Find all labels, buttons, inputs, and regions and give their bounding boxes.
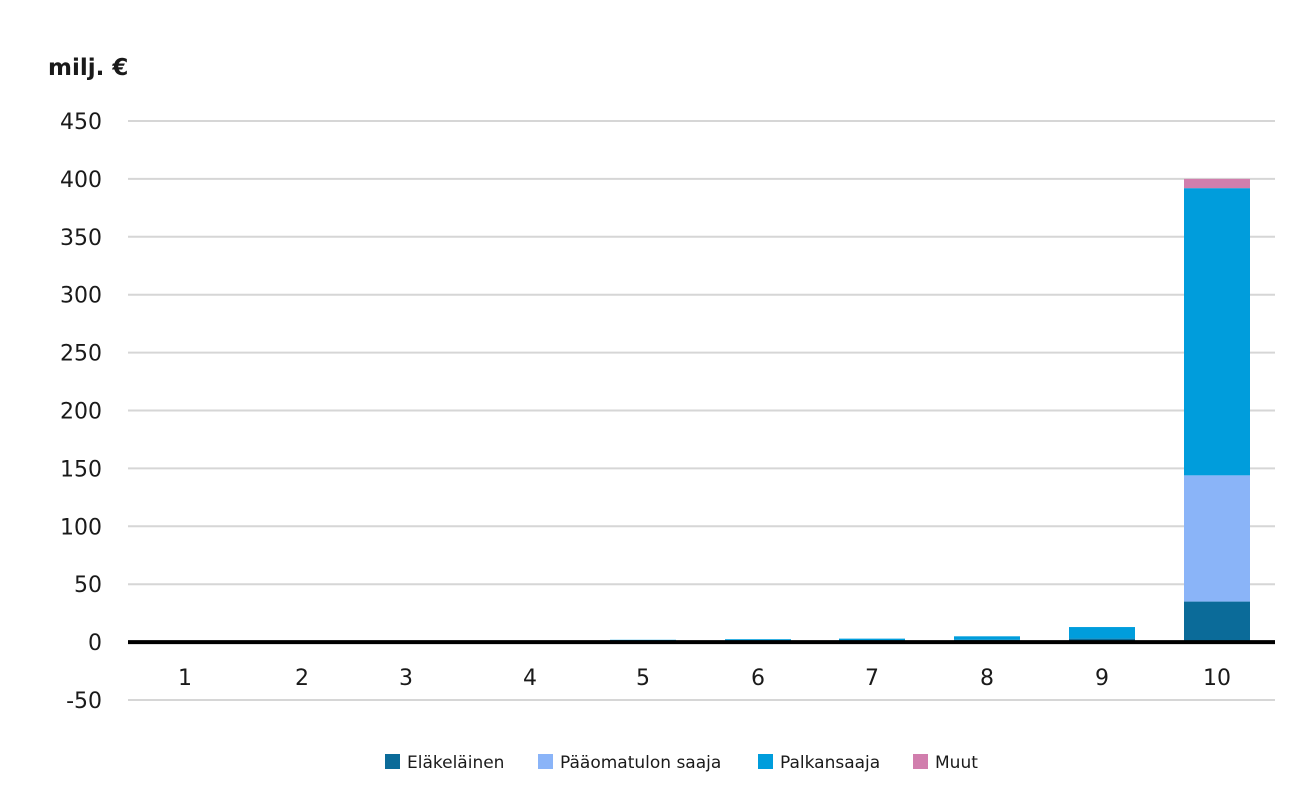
legend-item: Muut bbox=[913, 753, 978, 773]
legend-label: Palkansaaja bbox=[780, 753, 880, 773]
legend-swatch bbox=[385, 754, 400, 769]
y-tick-label: 0 bbox=[88, 631, 102, 656]
x-tick-label: 3 bbox=[399, 666, 413, 691]
x-tick-label: 6 bbox=[751, 666, 765, 691]
y-tick-label: 150 bbox=[60, 457, 102, 482]
bar-segment bbox=[1184, 178, 1250, 189]
legend-label: Pääomatulon saaja bbox=[560, 753, 721, 773]
bar-segment bbox=[1184, 475, 1250, 602]
y-tick-label: 100 bbox=[60, 515, 102, 540]
y-tick-label: 350 bbox=[60, 226, 102, 251]
bars bbox=[152, 178, 1250, 643]
bar-segment bbox=[725, 639, 791, 641]
y-tick-label: 400 bbox=[60, 168, 102, 193]
y-tick-labels: -50 0 50 100 150 200 250 300 350 400 450 bbox=[60, 110, 102, 714]
y-tick-label: 250 bbox=[60, 342, 102, 367]
legend-item: Palkansaaja bbox=[758, 753, 880, 773]
x-tick-label: 8 bbox=[980, 666, 994, 691]
x-tick-label: 1 bbox=[178, 666, 192, 691]
legend-label: Eläkeläinen bbox=[407, 753, 504, 773]
bar-segment bbox=[839, 638, 905, 641]
y-tick-label: 450 bbox=[60, 110, 102, 135]
bar-segment bbox=[1184, 601, 1250, 643]
y-tick-label: 300 bbox=[60, 284, 102, 309]
legend-swatch bbox=[913, 754, 928, 769]
legend-item: Eläkeläinen bbox=[385, 753, 504, 773]
y-axis-label: milj. € bbox=[48, 55, 128, 81]
y-tick-label: -50 bbox=[66, 689, 102, 714]
y-tick-label: 200 bbox=[60, 400, 102, 425]
legend: Eläkeläinen Pääomatulon saaja Palkansaaja M… bbox=[385, 753, 978, 773]
y-tick-label: 50 bbox=[74, 573, 102, 598]
x-tick-label: 7 bbox=[865, 666, 879, 691]
legend-item: Pääomatulon saaja bbox=[538, 753, 721, 773]
x-tick-label: 10 bbox=[1203, 666, 1231, 691]
legend-swatch bbox=[758, 754, 773, 769]
x-tick-label: 2 bbox=[295, 666, 309, 691]
bar-segment bbox=[954, 636, 1020, 640]
bar-segment bbox=[1184, 188, 1250, 476]
x-tick-labels: 1 2 3 4 5 6 7 8 9 10 bbox=[178, 666, 1231, 691]
x-tick-label: 4 bbox=[523, 666, 537, 691]
x-tick-label: 9 bbox=[1095, 666, 1109, 691]
gridlines bbox=[128, 120, 1275, 701]
bar-segment bbox=[1069, 627, 1135, 639]
legend-swatch bbox=[538, 754, 553, 769]
x-tick-label: 5 bbox=[636, 666, 650, 691]
legend-label: Muut bbox=[935, 753, 978, 773]
